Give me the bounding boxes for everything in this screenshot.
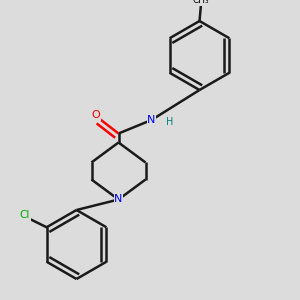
Text: N: N (147, 115, 156, 125)
Text: N: N (114, 194, 123, 205)
Text: H: H (167, 117, 174, 128)
Text: Cl: Cl (20, 210, 30, 220)
Text: CH₃: CH₃ (193, 0, 209, 5)
Text: O: O (91, 110, 100, 120)
